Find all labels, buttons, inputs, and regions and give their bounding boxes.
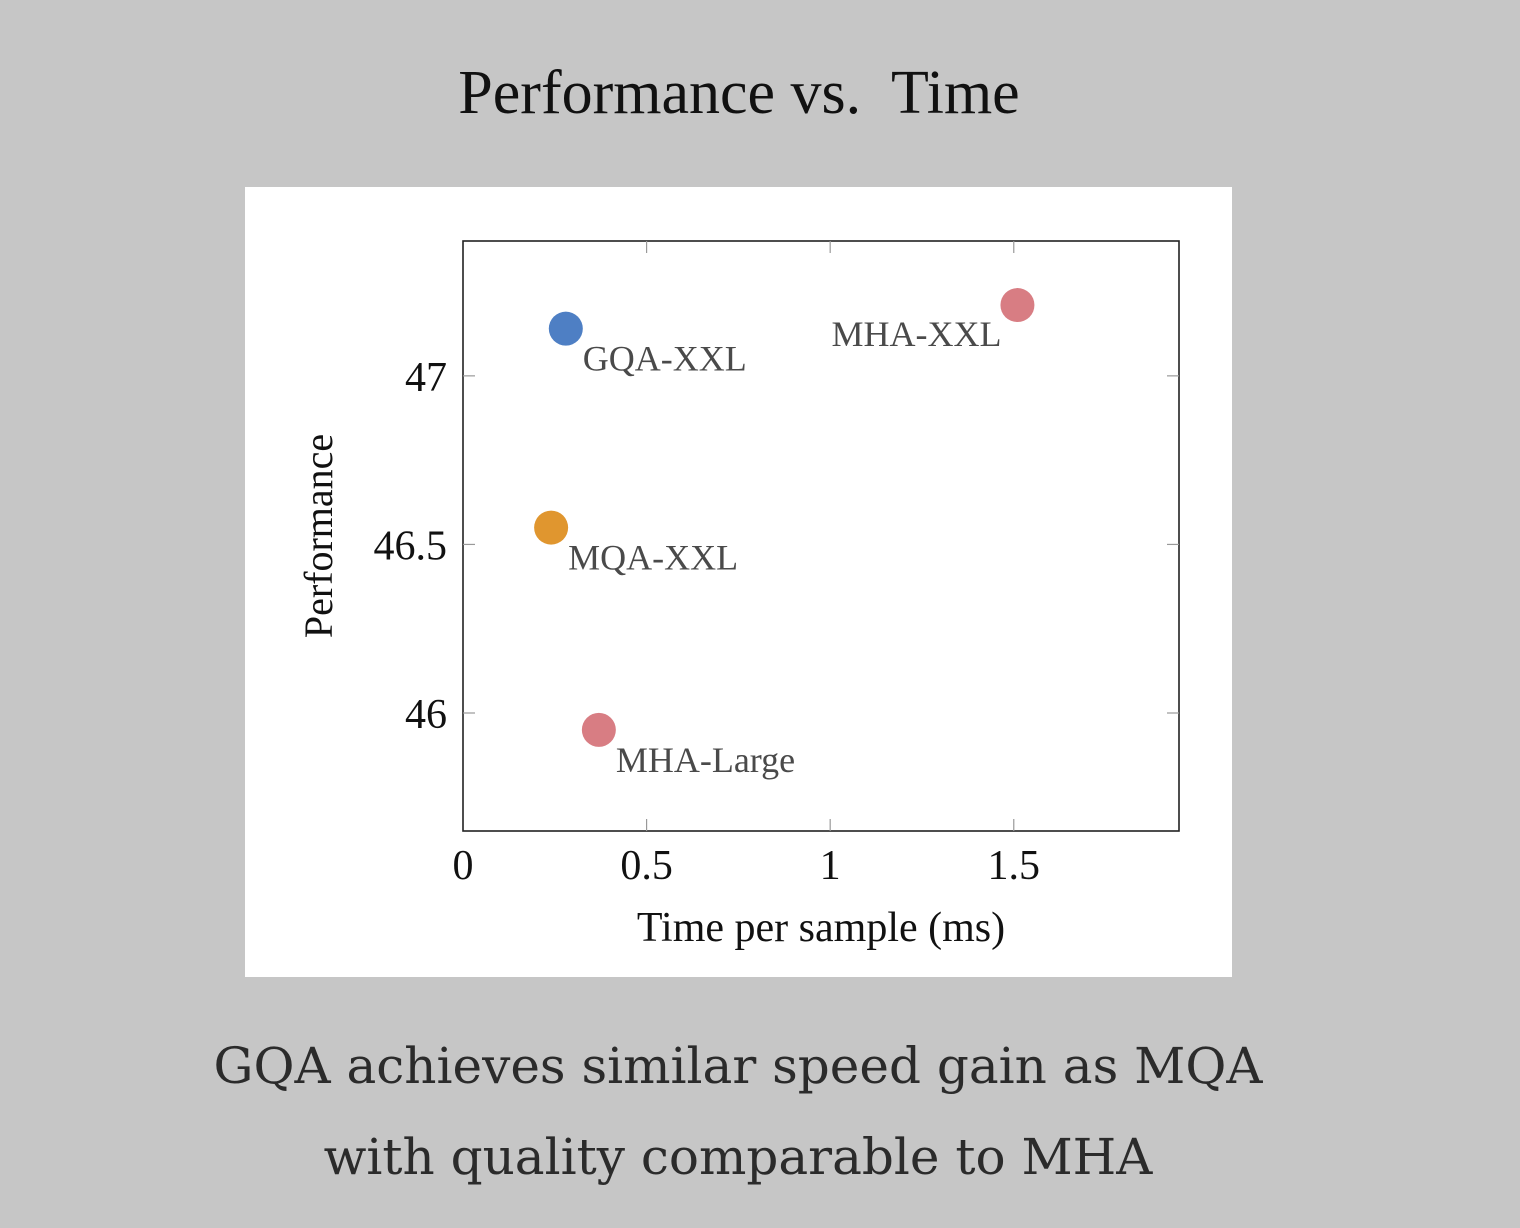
y-axis: 46 46.5 47: [374, 355, 1179, 738]
data-point: [548, 311, 583, 346]
y-tick-label: 46.5: [374, 523, 448, 569]
caption-line-2: with quality comparable to MHA: [323, 1128, 1153, 1186]
data-point-label: MQA-XXL: [568, 538, 738, 578]
chart-panel: 0 0.5 1 1.5 46 46.5 47 GQA-XXL MHA-XXL MQA-XXL M…: [245, 187, 1232, 977]
scatter-chart: 0 0.5 1 1.5 46 46.5 47 GQA-XXL MHA-XXL MQA-XXL M…: [296, 240, 1180, 951]
y-axis-label: Performance: [296, 434, 341, 638]
data-point: [534, 510, 569, 545]
x-tick-label: 0.5: [620, 843, 673, 889]
page-title: Performance vs. Time: [458, 59, 1020, 127]
x-tick-label: 1.5: [988, 843, 1041, 889]
data-point-label: MHA-XXL: [831, 314, 1001, 354]
x-tick-label: 1: [820, 843, 841, 889]
y-tick-label: 46: [405, 692, 447, 738]
data-point: [1000, 288, 1035, 323]
plot-frame: [462, 240, 1180, 832]
x-axis: 0 0.5 1 1.5: [453, 241, 1041, 889]
data-point: [581, 712, 616, 747]
data-point-label: MHA-Large: [616, 740, 795, 780]
data-points: GQA-XXL MHA-XXL MQA-XXL MHA-Large: [534, 288, 1035, 780]
x-tick-label: 0: [453, 843, 474, 889]
data-point-label: GQA-XXL: [583, 339, 747, 379]
y-tick-label: 47: [405, 355, 447, 401]
x-axis-label: Time per sample (ms): [637, 905, 1005, 951]
caption-line-1: GQA achieves similar speed gain as MQA: [213, 1037, 1263, 1095]
